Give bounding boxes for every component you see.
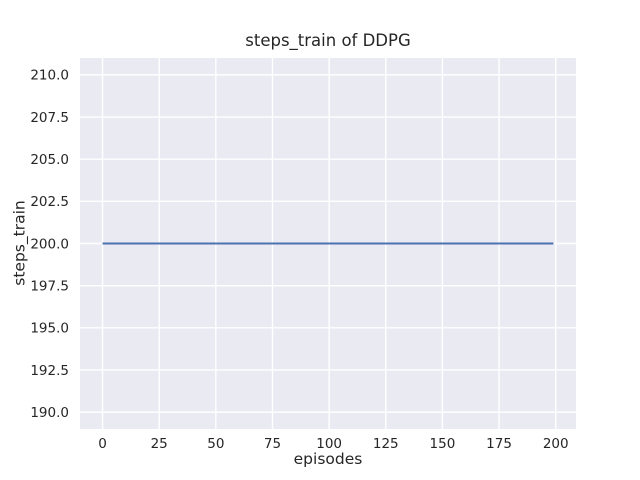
y-tick-label: 197.5 bbox=[30, 278, 69, 294]
y-axis-label: steps_train bbox=[10, 200, 29, 286]
y-tick-label: 200.0 bbox=[30, 236, 69, 252]
x-tick-label: 25 bbox=[151, 436, 168, 452]
y-tick-label: 192.5 bbox=[30, 363, 69, 379]
x-tick-label: 0 bbox=[98, 436, 107, 452]
chart-title: steps_train of DDPG bbox=[245, 31, 411, 50]
y-tick-label: 207.5 bbox=[30, 110, 69, 126]
y-tick-label: 205.0 bbox=[30, 152, 69, 168]
y-tick-label: 195.0 bbox=[30, 321, 69, 337]
x-tick-label: 200 bbox=[543, 436, 569, 452]
x-tick-label: 125 bbox=[373, 436, 399, 452]
x-tick-label: 75 bbox=[264, 436, 281, 452]
x-tick-label: 150 bbox=[430, 436, 456, 452]
y-tick-label: 202.5 bbox=[30, 194, 69, 210]
x-tick-label: 175 bbox=[486, 436, 512, 452]
x-axis-label: episodes bbox=[293, 450, 363, 468]
x-tick-label: 50 bbox=[207, 436, 224, 452]
y-tick-label: 210.0 bbox=[30, 68, 69, 84]
y-tick-label: 190.0 bbox=[30, 405, 69, 421]
x-tick-label: 100 bbox=[316, 436, 342, 452]
